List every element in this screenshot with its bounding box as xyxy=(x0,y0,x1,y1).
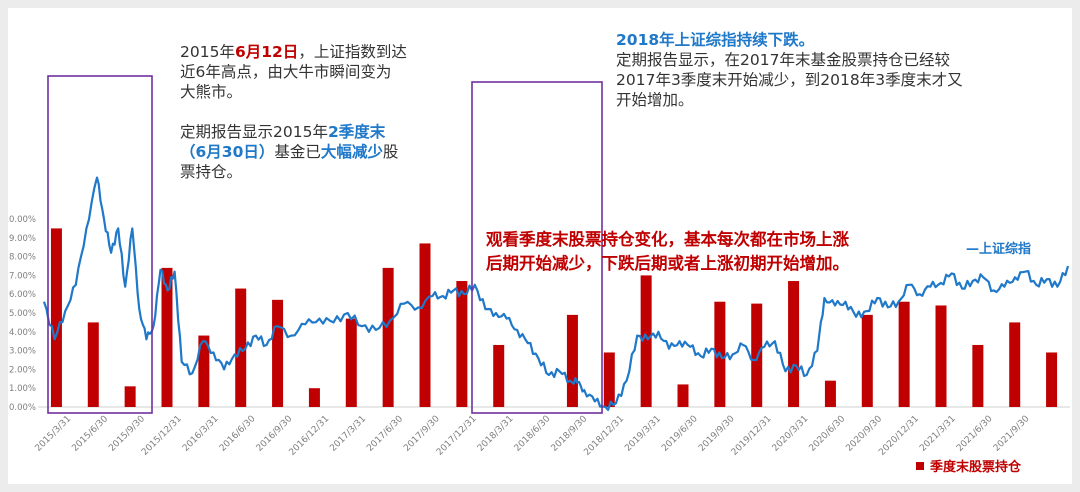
annotation-left-line1: 2015年6月12日，上证指数到达 xyxy=(180,43,407,61)
x-tick-label: 2020/9/30 xyxy=(844,414,884,454)
x-tick-label: 2019/12/31 xyxy=(730,414,774,458)
y-tick-label: 5.00% xyxy=(9,309,36,319)
x-tick-label: 2017/12/31 xyxy=(435,414,479,458)
annotation-right: 2018年上证综指持续下跌。 定期报告显示，在2017年末基金股票持仓已经较 2… xyxy=(616,30,1056,110)
y-tick-label: 4.00% xyxy=(9,328,36,338)
bar xyxy=(124,386,136,407)
bar xyxy=(272,299,284,407)
chart-svg: 0.00% 1.00% 2.00% 3.00% 4.00% 5.00% 6.00% 7.00%… xyxy=(8,75,1070,458)
highlight-box-2015 xyxy=(47,75,153,414)
x-tick-label: 2018/3/31 xyxy=(476,414,516,454)
x-tick-label: 2021/9/30 xyxy=(992,414,1032,454)
x-tick-label: 2018/6/30 xyxy=(513,414,553,454)
x-tick-label: 2015/3/31 xyxy=(34,414,74,454)
y-tick-label: 10.00% xyxy=(8,215,36,225)
y-tick-label: 3.00% xyxy=(9,347,36,357)
x-tick-label: 2017/3/31 xyxy=(328,414,368,454)
bar xyxy=(198,335,210,407)
bar xyxy=(898,301,910,407)
legend-swatch xyxy=(916,461,924,470)
chart-frame: 0.00% 1.00% 2.00% 3.00% 4.00% 5.00% 6.00% 7.00%… xyxy=(8,8,1072,484)
bar xyxy=(566,314,578,407)
y-tick-label: 0.00% xyxy=(9,403,36,413)
annotation-left-line5: （6月30日）基金已大幅减少股 xyxy=(180,143,399,161)
annotation-left-line6: 票持仓。 xyxy=(180,163,243,181)
x-tick-label: 2016/6/30 xyxy=(218,414,258,454)
bar xyxy=(824,380,836,407)
x-tick-label: 2020/12/31 xyxy=(877,414,921,458)
annotation-left-line4: 定期报告显示2015年2季度末 xyxy=(180,123,386,141)
bar xyxy=(788,281,800,407)
bar xyxy=(972,344,984,407)
bar xyxy=(640,275,652,407)
bar xyxy=(861,314,873,407)
annotation-left-line3: 大熊市。 xyxy=(180,83,243,101)
bar xyxy=(1009,322,1021,407)
x-tick-label: 2018/9/30 xyxy=(550,414,590,454)
series-label-index: —上证综指 xyxy=(966,242,1032,257)
bar xyxy=(456,281,468,407)
y-tick-label: 8.00% xyxy=(9,253,36,263)
legend-bar-label: 季度末股票持仓 xyxy=(930,460,1022,475)
y-tick-label: 2.00% xyxy=(9,365,36,375)
bar xyxy=(493,344,505,407)
bar xyxy=(603,352,615,407)
bar xyxy=(345,318,357,407)
index-line xyxy=(42,176,1070,411)
legend-bar: 季度末股票持仓 xyxy=(916,456,1021,475)
annotation-right-line4: 开始增加。 xyxy=(616,91,694,109)
bar xyxy=(87,322,99,407)
x-tick-label: 2019/6/30 xyxy=(660,414,700,454)
y-tick-label: 7.00% xyxy=(9,271,36,281)
x-tick-label: 2015/9/30 xyxy=(107,414,147,454)
annotation-right-line2: 定期报告显示，在2017年末基金股票持仓已经较 xyxy=(616,51,950,69)
x-tick-label: 2016/3/31 xyxy=(181,414,221,454)
bar xyxy=(677,384,689,407)
x-tick-label: 2020/3/31 xyxy=(771,414,811,454)
highlight-box-2018 xyxy=(471,81,603,414)
x-tick-label: 2016/9/30 xyxy=(255,414,295,454)
x-tick-label: 2019/3/31 xyxy=(623,414,663,454)
annotation-center-line2: 后期开始减少，下跌后期或者上涨初期开始增加。 xyxy=(486,254,849,273)
bar xyxy=(751,303,763,407)
annotation-right-line3: 2017年3季度末开始减少，到2018年3季度末才又 xyxy=(616,71,963,89)
x-tick-label: 2020/6/30 xyxy=(808,414,848,454)
x-tick-label: 2015/6/30 xyxy=(70,414,110,454)
bar xyxy=(419,243,431,407)
x-tick-label: 2019/9/30 xyxy=(697,414,737,454)
bar xyxy=(50,228,62,407)
x-tick-label: 2018/12/31 xyxy=(582,414,626,458)
x-tick-label: 2021/6/30 xyxy=(955,414,995,454)
y-tick-label: 9.00% xyxy=(9,234,36,244)
annotation-right-title: 2018年上证综指持续下跌。 xyxy=(616,31,815,49)
annotation-center: 观看季度末股票持仓变化，基本每次都在市场上涨 后期开始减少，下跌后期或者上涨初期… xyxy=(486,228,926,276)
x-tick-label: 2017/9/30 xyxy=(402,414,442,454)
bar xyxy=(382,267,394,407)
x-tick-label: 2015/12/31 xyxy=(140,414,184,458)
annotation-left-line2: 近6年高点，由大牛市瞬间变为 xyxy=(180,63,392,81)
bar xyxy=(308,388,320,407)
annotation-center-line1: 观看季度末股票持仓变化，基本每次都在市场上涨 xyxy=(486,230,849,249)
x-tick-label: 2017/6/30 xyxy=(365,414,405,454)
y-tick-label: 6.00% xyxy=(9,290,36,300)
annotation-left: 2015年6月12日，上证指数到达 近6年高点，由大牛市瞬间变为 大熊市。 定期… xyxy=(180,42,480,182)
bar xyxy=(935,305,947,407)
y-tick-label: 1.00% xyxy=(9,384,36,394)
x-tick-label: 2021/3/31 xyxy=(918,414,958,454)
bar xyxy=(1046,352,1058,407)
x-tick-label: 2016/12/31 xyxy=(288,414,332,458)
bar xyxy=(161,267,173,407)
